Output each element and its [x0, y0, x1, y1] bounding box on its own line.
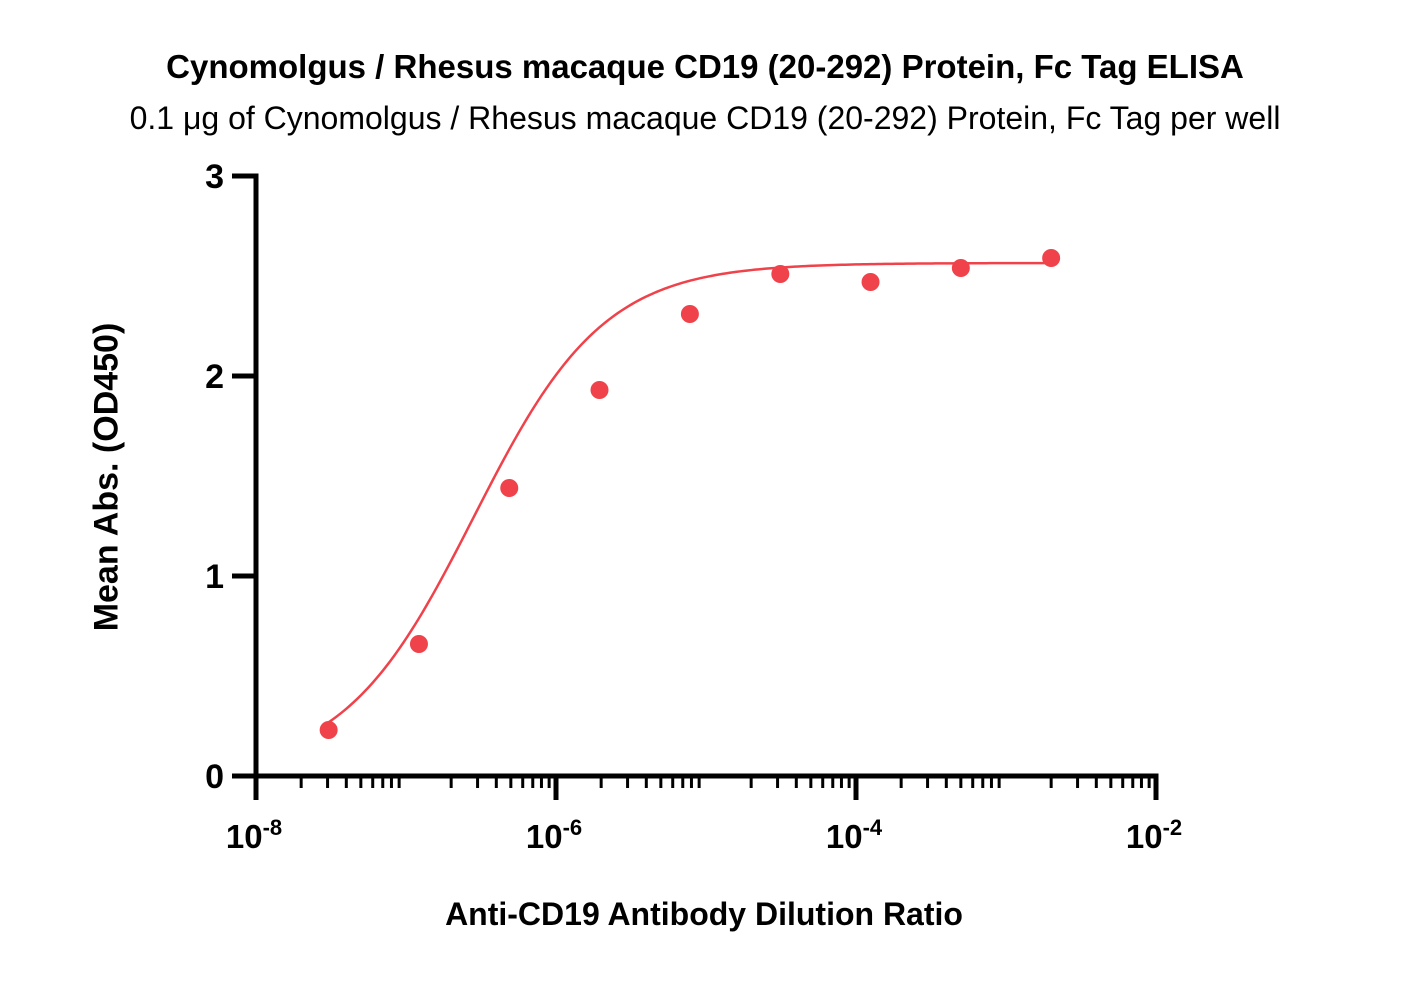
- y-tick-label: 2: [205, 358, 224, 396]
- axes: 0 1 2 3 10-8 10-6 10-4 10-2: [205, 158, 1182, 855]
- x-tick-label: 10-4: [826, 815, 883, 855]
- data-point: [1042, 249, 1061, 267]
- chart-subtitle: 0.1 μg of Cynomolgus / Rhesus macaque CD…: [129, 100, 1281, 136]
- x-tick-label: 10-2: [1126, 815, 1182, 855]
- x-axis-label-text: Anti-CD19 Antibody Dilution Ratio: [445, 896, 963, 932]
- data-point: [951, 259, 970, 277]
- data-point: [590, 381, 609, 399]
- y-axis-label: Mean Abs. (OD450): [87, 322, 126, 632]
- data-point: [771, 265, 790, 283]
- x-tick-label: 10-8: [226, 815, 282, 855]
- data-point: [409, 635, 428, 653]
- data-point: [861, 273, 880, 291]
- x-tick-label: 10-6: [526, 815, 582, 855]
- fit-curve: [327, 261, 1052, 724]
- x-axis-label: Anti-CD19 Antibody Dilution Ratio: [0, 896, 1410, 933]
- y-tick-label: 3: [205, 158, 224, 196]
- data-points: [319, 249, 1061, 739]
- fit-curve-layer: [327, 261, 1052, 724]
- data-point: [319, 721, 338, 739]
- data-point: [500, 479, 519, 497]
- y-tick-label: 1: [205, 558, 224, 596]
- chart-title: Cynomolgus / Rhesus macaque CD19 (20-292…: [166, 48, 1244, 85]
- y-tick-label: 0: [205, 758, 224, 796]
- data-point: [680, 305, 699, 323]
